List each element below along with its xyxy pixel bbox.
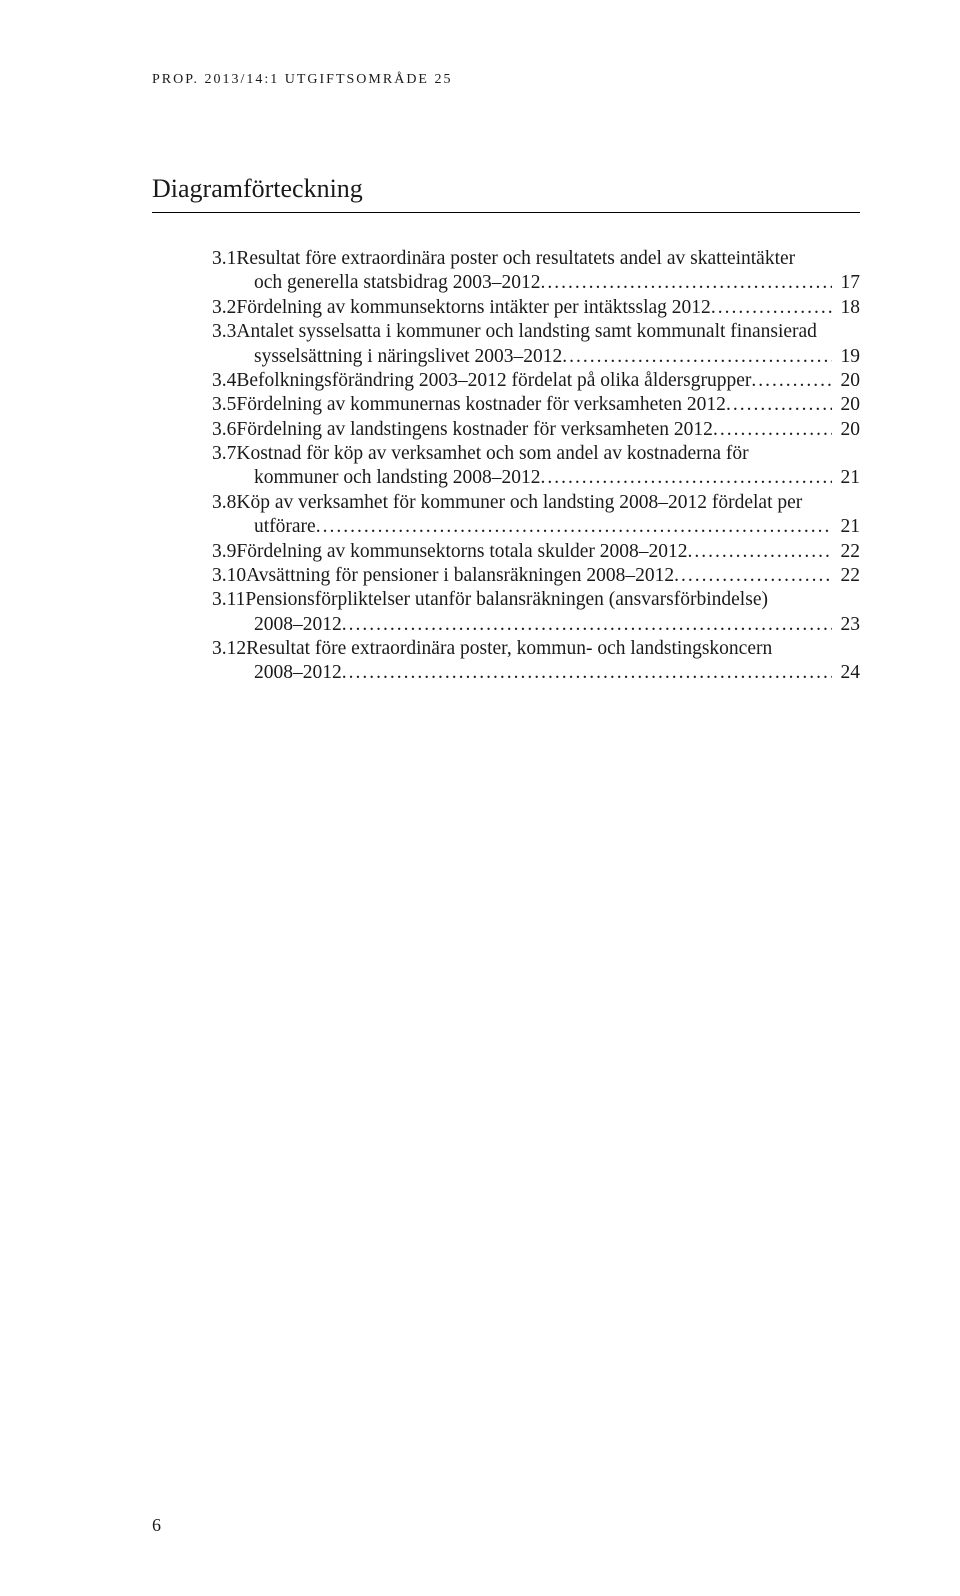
page-title: Diagramförteckning <box>152 174 860 213</box>
toc-entry-title: sysselsättning i näringslivet 2003–2012 <box>254 345 562 369</box>
toc-entry-page: 21 <box>832 466 860 490</box>
toc-entry-title: Fördelning av landstingens kostnader för… <box>236 418 713 442</box>
toc-entry-number: 3.6 <box>212 418 236 442</box>
toc-entry-page: 20 <box>832 369 860 393</box>
toc-leader <box>674 565 832 588</box>
toc-entry: 3.8 Köp av verksamhet för kommuner och l… <box>212 491 860 515</box>
running-head: PROP. 2013/14:1 UTGIFTSOMRÅDE 25 <box>152 72 860 88</box>
toc-entry: 3.3 Antalet sysselsatta i kommuner och l… <box>212 320 860 344</box>
toc-entry-page: 22 <box>832 540 860 564</box>
toc-entry-title: Pensionsförpliktelser utanför balansräkn… <box>245 588 768 612</box>
toc-entry-title: 2008–2012 <box>254 613 342 637</box>
toc-entry-number: 3.12 <box>212 637 246 661</box>
toc-entry: 3.2 Fördelning av kommunsektorns intäkte… <box>212 296 860 320</box>
toc-leader <box>540 272 832 295</box>
toc-entry: 3.9 Fördelning av kommunsektorns totala … <box>212 540 860 564</box>
toc-entry-title: Fördelning av kommunsektorns intäkter pe… <box>236 296 710 320</box>
toc-entry: 3.1 Resultat före extraordinära poster o… <box>212 247 860 271</box>
toc-list: 3.1 Resultat före extraordinära poster o… <box>152 247 860 686</box>
toc-entry: 2008–2012 23 <box>212 613 860 637</box>
toc-entry: 3.6 Fördelning av landstingens kostnader… <box>212 418 860 442</box>
toc-entry: 3.7 Kostnad för köp av verksamhet och so… <box>212 442 860 466</box>
toc-entry: 2008–2012 24 <box>212 661 860 685</box>
toc-entry-title: Resultat före extraordinära poster och r… <box>236 247 795 271</box>
toc-entry: utförare 21 <box>212 515 860 539</box>
toc-entry-page: 18 <box>832 296 860 320</box>
toc-entry-title: kommuner och landsting 2008–2012 <box>254 466 541 490</box>
toc-entry-number: 3.3 <box>212 320 236 344</box>
toc-entry-title: Köp av verksamhet för kommuner och lands… <box>236 491 802 515</box>
toc-leader <box>713 419 832 442</box>
toc-entry-title: Resultat före extraordinära poster, komm… <box>246 637 772 661</box>
toc-entry: 3.4 Befolkningsförändring 2003–2012 förd… <box>212 369 860 393</box>
toc-entry-page: 19 <box>832 345 860 369</box>
toc-leader <box>541 467 832 490</box>
toc-entry-page: 21 <box>832 515 860 539</box>
toc-entry-page: 24 <box>832 661 860 685</box>
toc-entry: sysselsättning i näringslivet 2003–2012 1… <box>212 345 860 369</box>
toc-entry-title: Befolkningsförändring 2003–2012 fördelat… <box>236 369 751 393</box>
toc-entry-page: 22 <box>832 564 860 588</box>
toc-entry-number: 3.11 <box>212 588 245 612</box>
toc-leader <box>711 297 832 320</box>
toc-entry-page: 23 <box>832 613 860 637</box>
toc-entry-number: 3.4 <box>212 369 236 393</box>
toc-leader <box>751 370 832 393</box>
toc-entry-number: 3.5 <box>212 393 236 417</box>
toc-entry-page: 20 <box>832 418 860 442</box>
toc-leader <box>726 394 832 417</box>
toc-entry-title: och generella statsbidrag 2003–2012 <box>254 271 540 295</box>
toc-entry-page: 17 <box>832 271 860 295</box>
toc-entry: och generella statsbidrag 2003–2012 17 <box>212 271 860 295</box>
toc-entry-number: 3.7 <box>212 442 236 466</box>
toc-entry: 3.5 Fördelning av kommunernas kostnader … <box>212 393 860 417</box>
toc-entry: 3.10 Avsättning för pensioner i balansrä… <box>212 564 860 588</box>
toc-entry-title: utförare <box>254 515 316 539</box>
toc-entry-number: 3.10 <box>212 564 246 588</box>
toc-entry-number: 3.1 <box>212 247 236 271</box>
toc-entry: kommuner och landsting 2008–2012 21 <box>212 466 860 490</box>
toc-entry: 3.12 Resultat före extraordinära poster,… <box>212 637 860 661</box>
toc-entry-title: Fördelning av kommunernas kostnader för … <box>236 393 726 417</box>
toc-leader <box>316 516 832 539</box>
toc-leader <box>342 614 832 637</box>
toc-entry-number: 3.2 <box>212 296 236 320</box>
toc-entry: 3.11 Pensionsförpliktelser utanför balan… <box>212 588 860 612</box>
toc-entry-title: Fördelning av kommunsektorns totala skul… <box>236 540 687 564</box>
toc-entry-number: 3.8 <box>212 491 236 515</box>
toc-leader <box>342 662 832 685</box>
toc-leader <box>562 345 832 368</box>
toc-entry-title: Antalet sysselsatta i kommuner och lands… <box>236 320 817 344</box>
toc-leader <box>688 540 832 563</box>
page-number: 6 <box>152 1515 161 1536</box>
toc-entry-page: 20 <box>832 393 860 417</box>
toc-entry-title: Kostnad för köp av verksamhet och som an… <box>236 442 748 466</box>
toc-entry-title: 2008–2012 <box>254 661 342 685</box>
toc-entry-title: Avsättning för pensioner i balansräkning… <box>246 564 674 588</box>
toc-entry-number: 3.9 <box>212 540 236 564</box>
